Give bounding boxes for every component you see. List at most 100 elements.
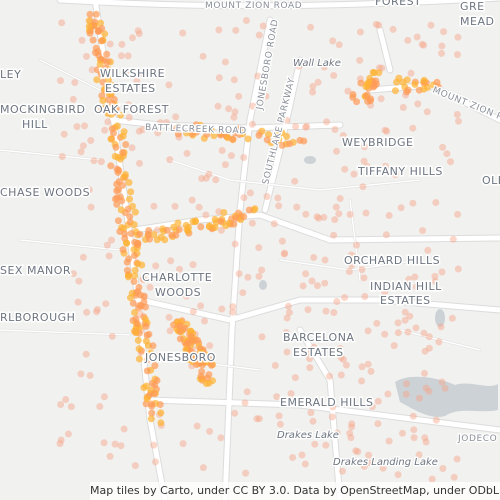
- heat-point: [152, 262, 160, 270]
- heat-point: [242, 469, 250, 477]
- heat-point: [302, 123, 310, 131]
- heat-point: [165, 81, 173, 89]
- heat-point: [347, 251, 355, 259]
- road-label: MOUNT ZION ROAD: [205, 1, 302, 11]
- heat-point: [333, 429, 341, 437]
- heat-point: [441, 384, 449, 392]
- heat-point: [455, 117, 462, 125]
- heat-point: [57, 401, 65, 408]
- heat-point: [374, 420, 382, 428]
- heat-point: [404, 86, 412, 94]
- heat-point: [432, 199, 440, 206]
- heat-point: [292, 123, 300, 130]
- heat-point: [132, 329, 140, 337]
- heat-point: [440, 28, 448, 36]
- heat-point: [85, 186, 93, 194]
- labels: MOUNT ZION ROAD JONESBORO ROAD SOUTHLAKE…: [0, 0, 500, 469]
- heat-point: [339, 132, 347, 139]
- heat-point: [225, 105, 233, 113]
- place-label: CHARLOTTE: [142, 271, 212, 284]
- heat-point: [217, 217, 225, 225]
- heat-point: [346, 429, 354, 437]
- heat-point: [152, 458, 159, 466]
- heat-point: [128, 144, 136, 152]
- heat-point: [87, 137, 95, 144]
- heat-point: [77, 370, 85, 378]
- heat-point: [244, 273, 252, 281]
- heat-point: [295, 62, 303, 70]
- heat-point: [85, 17, 93, 25]
- heat-point: [126, 70, 134, 78]
- heat-point: [337, 371, 345, 379]
- heat-point: [365, 451, 373, 459]
- heat-point: [361, 143, 368, 151]
- heat-point: [206, 427, 214, 435]
- heat-point: [278, 237, 286, 245]
- heat-point: [437, 323, 445, 331]
- heat-point: [199, 464, 207, 472]
- heat-point: [383, 127, 391, 135]
- heat-point: [117, 111, 124, 119]
- heat-point: [149, 342, 157, 350]
- heat-point: [362, 209, 370, 217]
- heat-point: [411, 273, 419, 281]
- place-label: ORCHARD HILLS: [344, 254, 440, 267]
- heat-point: [120, 128, 128, 136]
- heat-point: [151, 362, 159, 370]
- heat-point: [88, 66, 96, 74]
- heat-point: [410, 426, 418, 434]
- heat-point: [254, 72, 262, 80]
- heat-point: [188, 130, 196, 138]
- heat-point: [339, 467, 346, 475]
- heat-point: [245, 206, 253, 214]
- heat-point: [368, 403, 376, 411]
- heat-point: [93, 306, 101, 313]
- heat-point: [101, 126, 109, 134]
- heat-point: [424, 246, 432, 254]
- heat-point: [123, 266, 131, 274]
- heat-point: [273, 393, 281, 401]
- heat-point: [124, 52, 132, 60]
- heat-point: [136, 230, 144, 238]
- heat-point: [391, 87, 399, 95]
- pond: [259, 280, 267, 290]
- heat-point: [399, 104, 407, 111]
- heat-point: [394, 329, 402, 337]
- heat-point: [87, 203, 95, 211]
- heat-point: [98, 105, 106, 113]
- heat-point: [438, 42, 446, 50]
- heat-point: [103, 241, 111, 249]
- heat-point: [341, 165, 349, 173]
- place-label: BARCELONA: [283, 331, 354, 344]
- heat-point: [314, 78, 322, 86]
- heat-point: [119, 246, 127, 254]
- heat-point: [258, 333, 266, 341]
- heat-point: [232, 26, 240, 34]
- heat-point: [364, 97, 372, 105]
- heat-point: [106, 40, 114, 48]
- place-label: OLE: [482, 174, 500, 187]
- place-label: MEAD: [460, 15, 494, 28]
- heat-point: [360, 274, 368, 282]
- heat-point: [240, 154, 248, 161]
- heat-point: [231, 240, 239, 248]
- heat-point: [129, 202, 136, 210]
- pond: [435, 309, 445, 327]
- heat-point: [99, 78, 107, 86]
- heat-point: [231, 108, 239, 116]
- heat-point: [367, 367, 375, 375]
- heat-point: [313, 213, 321, 221]
- heat-point: [291, 374, 299, 382]
- heat-point: [165, 313, 173, 321]
- place-label: WOODS: [155, 286, 201, 299]
- heat-point: [450, 473, 458, 481]
- heat-point: [175, 226, 183, 233]
- heat-point: [240, 213, 248, 221]
- place-label: GRE: [460, 0, 485, 13]
- heat-point: [385, 437, 393, 445]
- heat-point: [307, 409, 315, 417]
- heat-point: [281, 249, 289, 257]
- heat-point: [185, 356, 193, 364]
- water-label: Drakes Lake: [277, 430, 339, 441]
- heat-point: [248, 120, 256, 128]
